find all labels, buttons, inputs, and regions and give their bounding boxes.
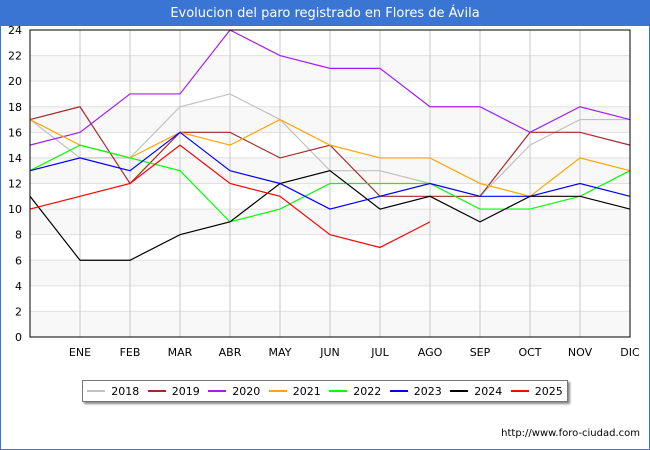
y-tick-label: 4 [15, 280, 22, 293]
x-tick-label: AGO [418, 346, 443, 359]
y-tick-label: 22 [8, 50, 22, 63]
chart-title: Evolucion del paro registrado en Flores … [0, 0, 650, 26]
legend-swatch [329, 390, 348, 392]
legend-item-2021: 2021 [268, 384, 321, 398]
source-url[interactable]: http://www.foro-ciudad.com [501, 428, 640, 439]
plot-border [29, 29, 631, 338]
legend: 2018 2019 2020 2021 2022 2023 2024 2025 [82, 380, 568, 402]
legend-label: 2018 [111, 384, 140, 398]
y-tick-label: 14 [8, 152, 22, 165]
x-tick-label: FEB [120, 346, 141, 359]
legend-item-2024: 2024 [450, 385, 502, 398]
legend-swatch [147, 390, 166, 392]
legend-swatch [389, 390, 408, 392]
legend-swatch [268, 390, 287, 392]
x-tick-label: JUN [319, 346, 340, 359]
y-tick-label: 24 [8, 24, 22, 37]
series-line-2025 [29, 144, 431, 249]
y-tick-label: 2 [15, 305, 22, 318]
legend-swatch [87, 390, 106, 392]
y-tick-label: 8 [15, 229, 22, 242]
x-tick-label: OCT [518, 346, 541, 359]
x-tick-label: NOV [568, 346, 593, 359]
y-tick-label: 12 [8, 178, 22, 191]
legend-item-2020: 2020 [208, 385, 260, 398]
series-line-2022 [29, 144, 631, 223]
legend-item-2018: 2018 [87, 385, 139, 398]
legend-item-2022: 2022 [329, 385, 381, 398]
x-tick-label: MAR [168, 346, 193, 359]
x-tick-label: JUL [370, 346, 389, 359]
y-tick-label: 20 [8, 75, 22, 88]
x-tick-label: ABR [219, 346, 242, 359]
x-tick-label: ENE [69, 346, 91, 359]
y-tick-label: 10 [8, 203, 22, 216]
x-tick-label: SEP [470, 346, 491, 359]
legend-label: 2022 [353, 384, 382, 398]
x-tick-label: MAY [269, 346, 292, 359]
legend-swatch [510, 390, 529, 392]
y-tick-label: 16 [8, 126, 22, 139]
series-line-2024 [29, 170, 631, 261]
legend-item-2019: 2019 [147, 384, 200, 398]
legend-label: 2024 [474, 384, 503, 398]
y-tick-label: 0 [15, 331, 22, 344]
y-tick-label: 18 [8, 101, 22, 114]
x-tick-label: DIC [620, 346, 640, 359]
legend-label: 2021 [292, 384, 321, 398]
legend-swatch [450, 390, 469, 392]
series-line-2020 [29, 29, 631, 146]
legend-label: 2025 [534, 384, 563, 398]
legend-label: 2019 [171, 384, 200, 398]
legend-item-2025: 2025 [510, 384, 563, 398]
legend-swatch [208, 390, 227, 392]
legend-label: 2023 [413, 384, 442, 398]
legend-item-2023: 2023 [389, 384, 442, 398]
legend-label: 2020 [232, 384, 261, 398]
y-tick-label: 6 [15, 254, 22, 267]
